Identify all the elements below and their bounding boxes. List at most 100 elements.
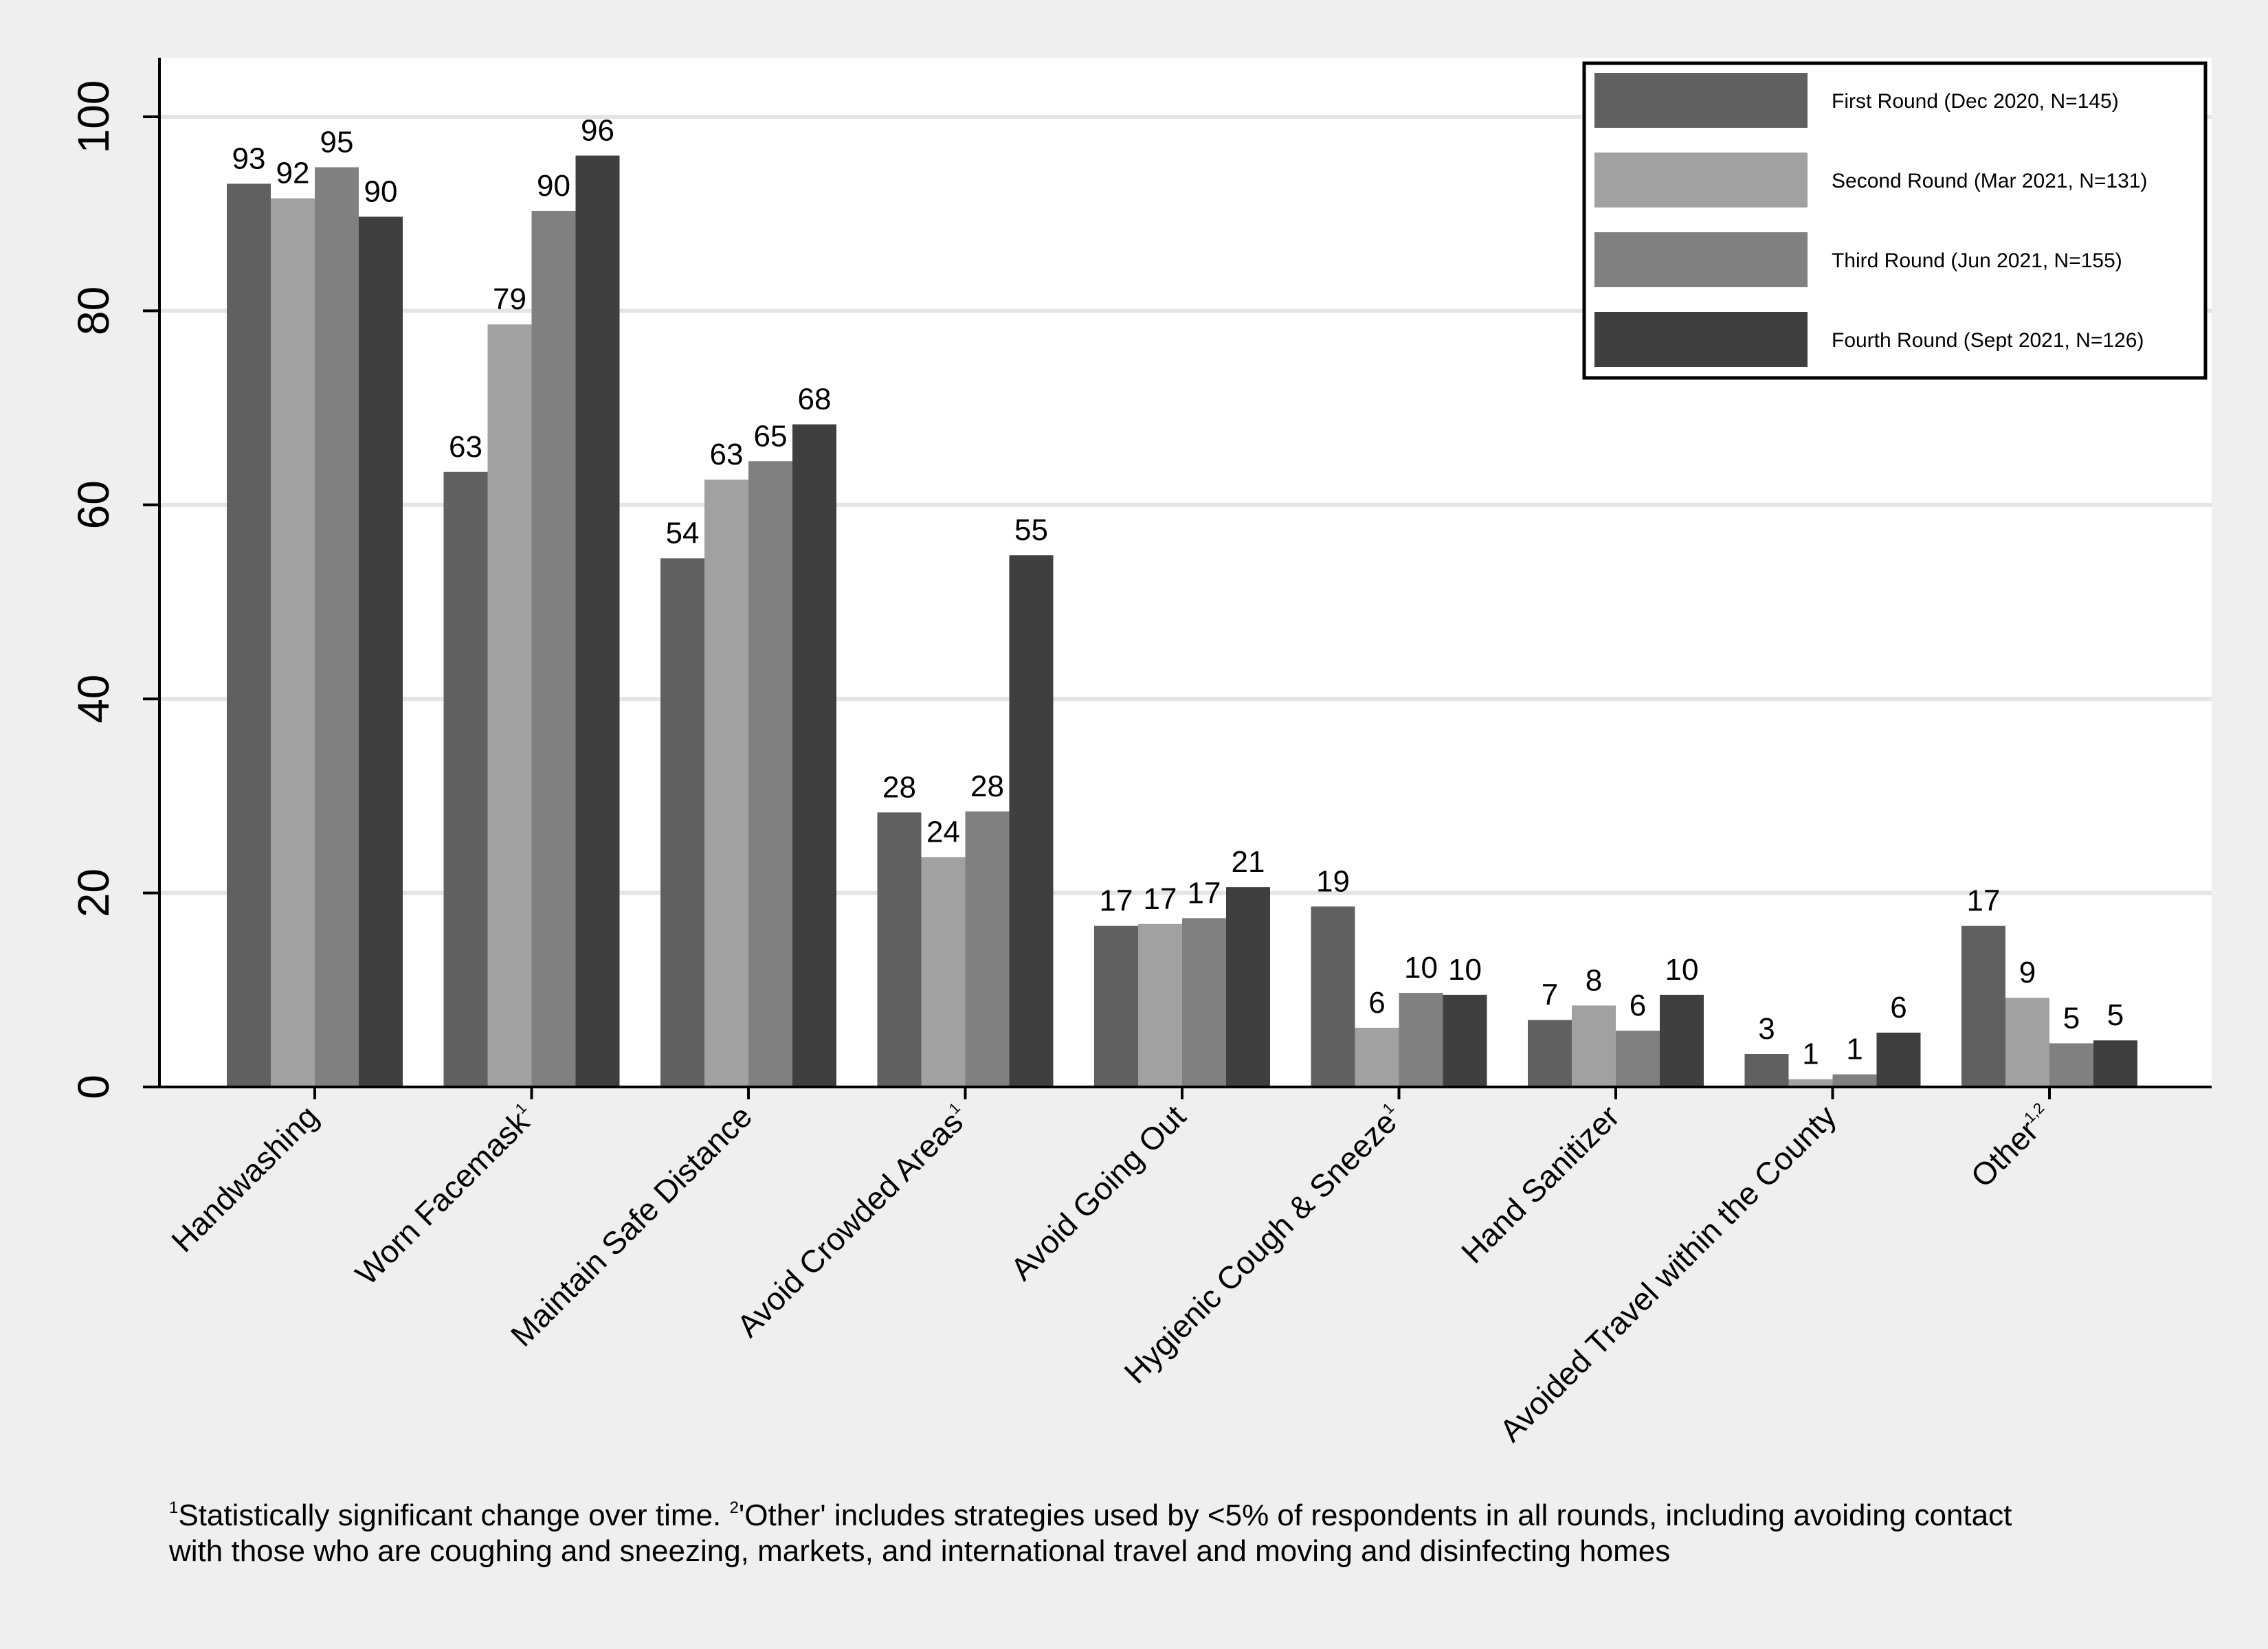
y-tick-label: 20 [69, 868, 118, 917]
bar [1788, 1079, 1833, 1087]
bar [359, 216, 403, 1087]
bar-value-label: 92 [276, 157, 310, 190]
bar [1876, 1032, 1921, 1087]
x-tick-label-text: Avoid Crowded Areas [730, 1104, 970, 1344]
y-axis-ticks: 0 20 40 60 80 100 [69, 80, 159, 1099]
bar-value-label: 5 [2107, 998, 2124, 1032]
bar [921, 857, 966, 1087]
bar [1138, 923, 1182, 1087]
bar [531, 210, 576, 1087]
bar [227, 183, 271, 1088]
footnote: 1Statistically significant change over t… [169, 1498, 2258, 1569]
bar [1744, 1053, 1789, 1087]
bar [1961, 926, 2005, 1087]
bar-value-label: 9 [2019, 956, 2036, 989]
y-tick-label: 40 [69, 675, 118, 723]
bar-value-label: 17 [1100, 884, 1133, 918]
bar [1660, 994, 1704, 1087]
bar-value-label: 7 [1542, 978, 1558, 1012]
legend: First Round (Dec 2020, N=145) Second Roun… [1582, 61, 2208, 380]
y-tick-label: 0 [69, 1075, 118, 1099]
bar [792, 424, 836, 1087]
bar [1009, 555, 1054, 1087]
bar [1616, 1031, 1660, 1087]
x-tick-label-text: Worn Facemask [348, 1103, 537, 1292]
footnote-line-1: 1Statistically significant change over t… [169, 1498, 2258, 1534]
bar-value-label: 28 [970, 770, 1004, 803]
bar [660, 558, 704, 1087]
legend-swatch [1594, 73, 1808, 128]
x-tick-label-text: Handwashing [164, 1098, 325, 1259]
bar-value-label: 8 [1586, 963, 1602, 997]
bar-value-label: 28 [882, 770, 916, 804]
value-labels: 9363542817197317927963241768199590652817… [232, 113, 2124, 1070]
x-tick-label-text: Avoid Going Out [1003, 1098, 1192, 1287]
bar [271, 198, 315, 1087]
bar [315, 167, 359, 1088]
bar-value-label: 6 [1890, 991, 1906, 1024]
legend-label: Fourth Round (Sept 2021, N=126) [1832, 329, 2144, 352]
bar-value-label: 5 [2063, 1001, 2080, 1035]
footnote-sup-1: 1 [169, 1499, 179, 1517]
bar-value-label: 1 [1802, 1037, 1819, 1071]
bar [877, 812, 922, 1087]
bar-value-label: 90 [537, 169, 570, 203]
bar [704, 480, 748, 1087]
bar [2093, 1040, 2137, 1087]
legend-label: Second Round (Mar 2021, N=131) [1832, 170, 2147, 192]
bar-value-label: 17 [1144, 882, 1177, 916]
bar [1528, 1020, 1572, 1087]
bar [575, 155, 620, 1088]
x-tick-label: Worn Facemask1 [348, 1098, 542, 1292]
footnote-text-2: 'Other' includes strategies used by <5% … [738, 1499, 2012, 1532]
bar [1399, 993, 1443, 1087]
bar [1226, 887, 1270, 1087]
x-tick-label-text: Avoided Travel within the County [1493, 1098, 1843, 1448]
bar [1832, 1074, 1877, 1087]
bar-value-label: 95 [320, 125, 354, 159]
bar-value-label: 63 [710, 438, 744, 471]
bar [487, 324, 532, 1088]
bar [1182, 918, 1226, 1087]
bar-value-label: 10 [1665, 953, 1699, 987]
bar-value-label: 3 [1758, 1012, 1775, 1046]
bar [1355, 1027, 1399, 1087]
legend-swatch [1594, 232, 1808, 287]
bar-value-label: 19 [1316, 864, 1350, 898]
x-tick-label: Hand Sanitizer [1454, 1098, 1626, 1270]
y-tick-label: 100 [69, 80, 118, 154]
bar [965, 811, 1010, 1087]
bar [1443, 994, 1487, 1087]
x-tick-label: Avoid Crowded Areas1 [730, 1098, 976, 1344]
bar-value-label: 10 [1404, 951, 1438, 985]
bar [2005, 998, 2049, 1087]
x-tick-label: Avoided Travel within the County [1493, 1098, 1843, 1448]
footnote-text-1: Statistically significant change over ti… [178, 1499, 730, 1532]
footnote-line-2: with those who are coughing and sneezing… [169, 1534, 1671, 1568]
legend-label: Third Round (Jun 2021, N=155) [1832, 249, 2122, 272]
bar-value-label: 6 [1630, 989, 1646, 1022]
bar-value-label: 10 [1448, 953, 1482, 987]
legend-swatch [1594, 312, 1808, 367]
bar-value-label: 24 [926, 815, 960, 849]
x-tick-label: Other1,2 [1964, 1098, 2060, 1194]
x-tick-label: Maintain Safe Distance [504, 1098, 759, 1353]
bars [227, 155, 2137, 1088]
bar-value-label: 21 [1232, 845, 1265, 879]
y-tick-label: 60 [69, 480, 118, 529]
x-tick-label-text: Hand Sanitizer [1454, 1098, 1626, 1270]
bar-value-label: 17 [1967, 884, 2001, 918]
legend-swatch [1594, 153, 1808, 207]
legend-label: First Round (Dec 2020, N=145) [1832, 90, 2119, 113]
x-tick-label-text: Maintain Safe Distance [504, 1098, 759, 1353]
x-tick-label: Avoid Going Out [1003, 1098, 1192, 1287]
bar [2049, 1043, 2093, 1087]
x-tick-label: Handwashing [164, 1098, 325, 1259]
bar-value-label: 6 [1368, 986, 1385, 1020]
bar [748, 461, 792, 1087]
bar-value-label: 17 [1188, 876, 1221, 910]
bar-value-label: 96 [581, 113, 614, 147]
bar [1572, 1005, 1616, 1087]
